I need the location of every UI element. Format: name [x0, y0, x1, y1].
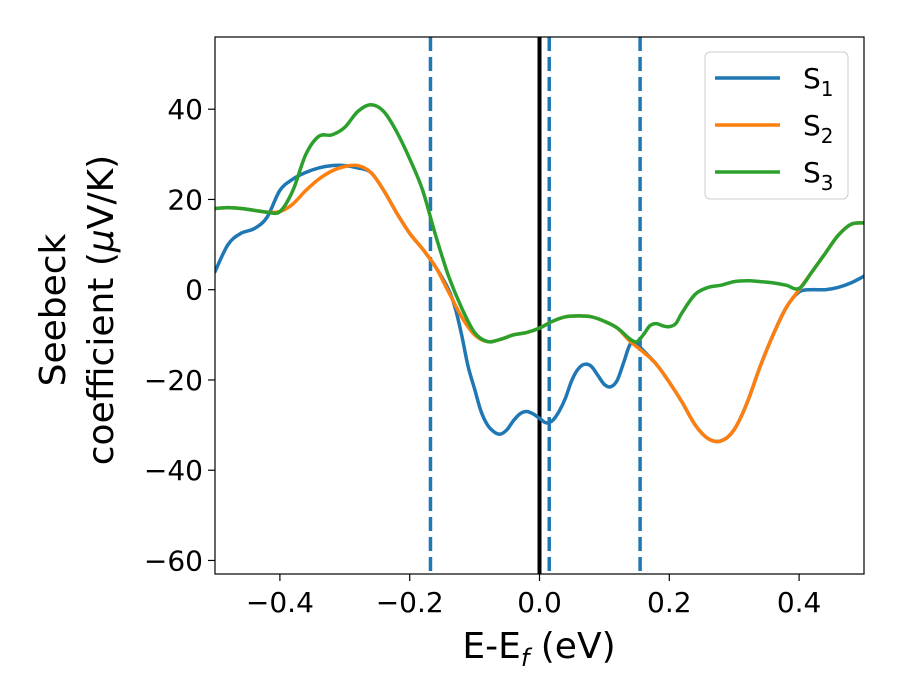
x-tick-label: 0.2 — [647, 586, 692, 619]
y-axis-label-line2b: V/K) — [81, 155, 122, 229]
y-tick-label: −40 — [144, 454, 203, 487]
y-axis-label: Seebeck — [33, 233, 74, 386]
x-axis-label-main: E-E — [462, 626, 520, 667]
y-axis-label-line2a: coefficient ( — [81, 252, 122, 465]
legend-label-s3: S3 — [803, 156, 834, 195]
y-axis-label-mu: μ — [81, 229, 122, 253]
y-axis-label-2: coefficient (μV/K) — [81, 155, 122, 465]
legend-label-s2: S2 — [803, 109, 834, 148]
x-axis-label-rest: (eV) — [529, 626, 615, 667]
reference-lines — [428, 37, 642, 574]
y-axis-ticks: −60 −40 −20 0 20 40 — [144, 93, 215, 577]
x-axis-label: E-Ef (eV) — [462, 626, 615, 672]
y-axis-label-line1: Seebeck — [33, 233, 74, 386]
y-tick-label: 20 — [167, 183, 203, 216]
x-axis-ticks: −0.4 −0.2 0.0 0.2 0.4 — [246, 574, 821, 619]
legend-label-s1: S1 — [803, 62, 834, 101]
x-tick-label: −0.4 — [246, 586, 314, 619]
series-lines — [215, 102, 864, 444]
y-tick-label: 40 — [167, 93, 203, 126]
x-tick-label: 0.4 — [777, 586, 822, 619]
y-axis-label-line2: coefficient (μV/K) — [81, 155, 122, 465]
legend: S1 S2 S3 — [704, 51, 849, 200]
y-tick-label: −60 — [144, 544, 203, 577]
series-line-s3 — [215, 102, 864, 344]
y-tick-label: −20 — [144, 364, 203, 397]
x-tick-label: −0.2 — [376, 586, 444, 619]
y-tick-label: 0 — [185, 274, 203, 307]
x-tick-label: 0.0 — [517, 586, 562, 619]
